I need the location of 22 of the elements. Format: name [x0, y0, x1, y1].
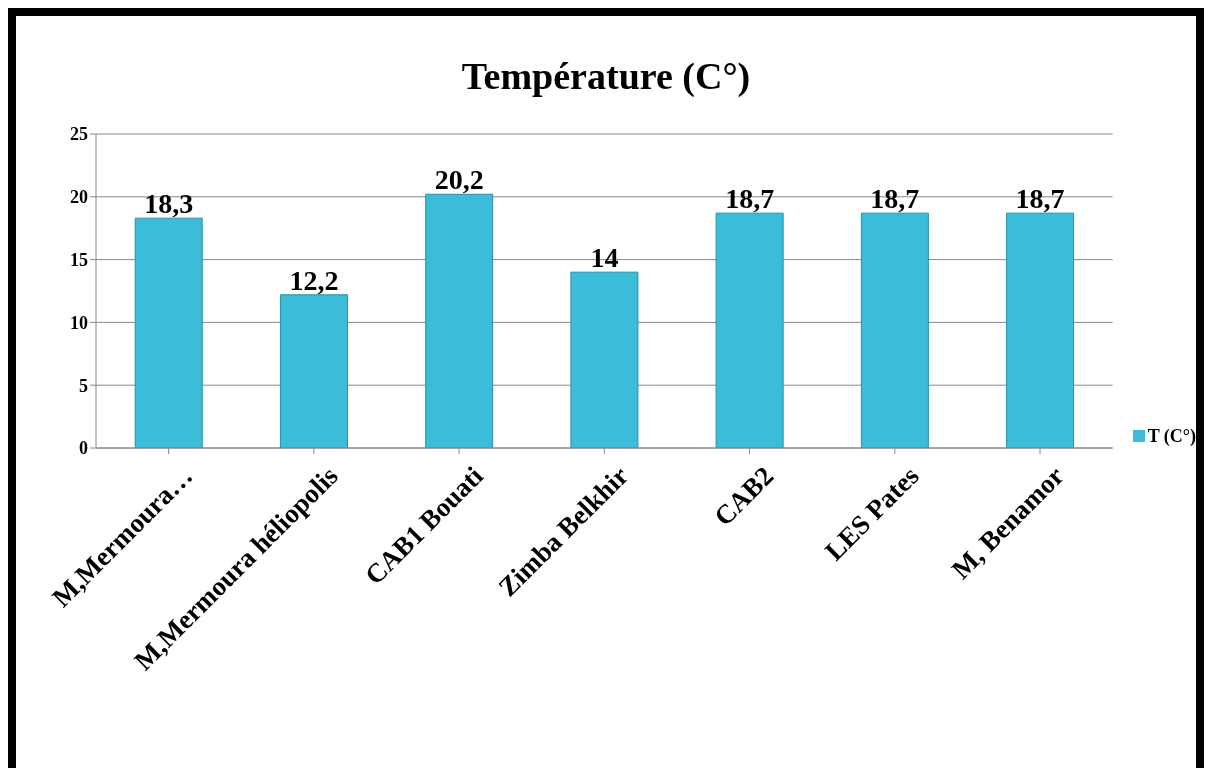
y-tick-label: 25 — [70, 124, 88, 145]
data-label: 20,2 — [434, 164, 484, 196]
data-label: 18,3 — [144, 188, 194, 220]
y-tick-label: 5 — [79, 375, 88, 396]
bar — [1006, 212, 1075, 448]
data-label: 14 — [590, 242, 619, 274]
bar — [425, 193, 494, 448]
bar — [570, 271, 639, 448]
data-label: 18,7 — [725, 183, 775, 215]
y-tick-label: 0 — [79, 438, 88, 459]
data-label: 18,7 — [1015, 183, 1065, 215]
data-label: 18,7 — [870, 183, 920, 215]
chart-title: Température (C°) — [460, 54, 752, 99]
bar — [715, 212, 784, 448]
bar — [134, 217, 203, 448]
bar — [860, 212, 929, 448]
y-tick-label: 10 — [70, 312, 88, 333]
y-tick-label: 20 — [70, 187, 88, 208]
legend-label: T (C°) — [1147, 425, 1196, 447]
y-tick-label: 15 — [70, 249, 88, 270]
bar — [279, 294, 348, 448]
data-label: 12,2 — [289, 264, 339, 296]
